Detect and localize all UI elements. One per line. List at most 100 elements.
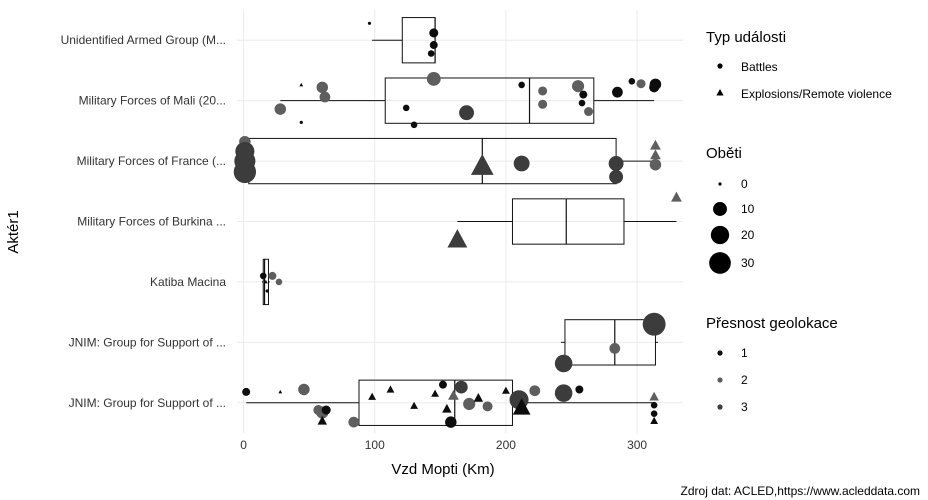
point-explosions	[368, 392, 377, 400]
x-tick-label: 200	[496, 438, 516, 452]
point-battles	[454, 380, 468, 394]
point-battles	[518, 81, 525, 89]
point-battles	[233, 160, 257, 184]
legend-type-item-explosions: Explosions/Remote violence	[741, 87, 892, 101]
legend-type-title: Typ události	[706, 29, 786, 46]
point-explosions	[299, 82, 304, 87]
x-tick-label: 300	[627, 438, 647, 452]
point-battles	[463, 397, 476, 411]
point-battles	[265, 289, 269, 293]
legend-key-geo	[717, 350, 723, 356]
legend-victims-item-10: 10	[741, 202, 755, 216]
point-battles	[275, 278, 283, 286]
y-tick-labels: JNIM: Group for Support of ... JNIM: Grou…	[61, 33, 227, 410]
point-explosions	[410, 401, 418, 409]
point-battles	[427, 50, 435, 57]
point-battles	[649, 82, 660, 93]
point-explosions	[431, 389, 439, 397]
legend-geo-title: Přesnost geolokace	[706, 315, 838, 332]
point-battles	[575, 385, 584, 394]
legend-key-victims	[713, 202, 727, 216]
point-battles	[445, 416, 457, 428]
caption: Zdroj dat: ACLED,https://www.acleddata.c…	[681, 484, 920, 498]
point-battles	[268, 271, 277, 280]
legend-key-victims	[710, 225, 730, 245]
legend-key-victims	[718, 182, 722, 186]
point-battles	[429, 41, 438, 50]
boxplot	[261, 258, 270, 306]
point-battles	[429, 28, 439, 38]
point-explosions	[448, 389, 459, 400]
point-battles	[538, 99, 548, 109]
y-tick-label: JNIM: Group for Support of ...	[69, 335, 226, 349]
box	[384, 77, 595, 124]
point-battles	[438, 380, 447, 389]
point-explosions	[512, 398, 531, 415]
y-tick-label: Military Forces of Burkina ...	[77, 215, 226, 229]
legend-key-geo	[717, 377, 723, 383]
point-battles	[242, 387, 251, 396]
point-battles	[259, 272, 267, 280]
scatter-points	[233, 21, 682, 428]
boxplot	[561, 319, 659, 366]
legend-key-victims	[709, 252, 731, 274]
point-explosions	[442, 403, 452, 413]
box	[511, 198, 625, 245]
point-explosions	[447, 229, 468, 248]
point-battles	[482, 401, 493, 412]
point-battles	[571, 80, 585, 93]
y-tick-label: JNIM: Group for Support of ...	[69, 396, 226, 410]
point-battles	[367, 21, 372, 25]
point-battles	[274, 103, 287, 115]
y-axis-title: Aktér1	[5, 210, 22, 253]
boxplot	[457, 198, 677, 245]
point-battles	[538, 86, 548, 96]
box	[262, 258, 269, 306]
point-explosions	[650, 149, 661, 160]
x-tick-label: 100	[365, 438, 385, 452]
box	[564, 319, 656, 366]
point-explosions	[650, 139, 661, 150]
legend: Typ události Battles Explosions/Remote v…	[706, 29, 892, 414]
x-axis-title: Vzd Mopti (Km)	[391, 461, 494, 478]
point-explosions	[317, 415, 328, 425]
point-battles	[649, 158, 662, 171]
point-explosions	[671, 191, 682, 202]
point-explosions	[649, 391, 659, 401]
legend-victims-item-0: 0	[741, 177, 748, 191]
point-battles	[636, 79, 646, 89]
y-tick-label: Military Forces of France (...	[77, 154, 226, 168]
point-battles	[298, 383, 310, 396]
point-battles	[348, 416, 360, 428]
boxplot	[372, 17, 436, 64]
point-battles	[316, 81, 329, 94]
point-explosions	[650, 416, 659, 424]
point-battles	[650, 410, 658, 417]
point-battles	[642, 312, 666, 336]
point-battles	[529, 385, 541, 397]
legend-geo-item-2: 2	[741, 373, 748, 387]
point-battles	[579, 90, 588, 99]
boxplot	[280, 77, 655, 124]
legend-type-item-battles: Battles	[741, 60, 778, 74]
legend-key-battles	[717, 63, 723, 69]
y-tick-label: Unidentified Armed Group (M...	[61, 33, 226, 47]
legend-victims-item-30: 30	[741, 256, 755, 270]
y-tick-label: Katiba Macina	[150, 275, 226, 289]
point-battles	[410, 121, 418, 129]
legend-geo-item-1: 1	[741, 346, 748, 360]
legend-victims-item-20: 20	[741, 228, 755, 242]
point-battles	[402, 104, 410, 112]
point-battles	[513, 155, 530, 172]
legend-keys	[709, 63, 731, 410]
x-tick-labels: 0 100 200 300	[240, 438, 647, 452]
point-battles	[608, 156, 624, 171]
point-battles	[628, 78, 636, 85]
point-battles	[650, 401, 658, 409]
point-explosions	[470, 153, 494, 175]
point-battles	[299, 120, 303, 124]
point-battles	[584, 106, 594, 117]
point-explosions	[502, 386, 510, 394]
point-battles	[321, 405, 331, 415]
